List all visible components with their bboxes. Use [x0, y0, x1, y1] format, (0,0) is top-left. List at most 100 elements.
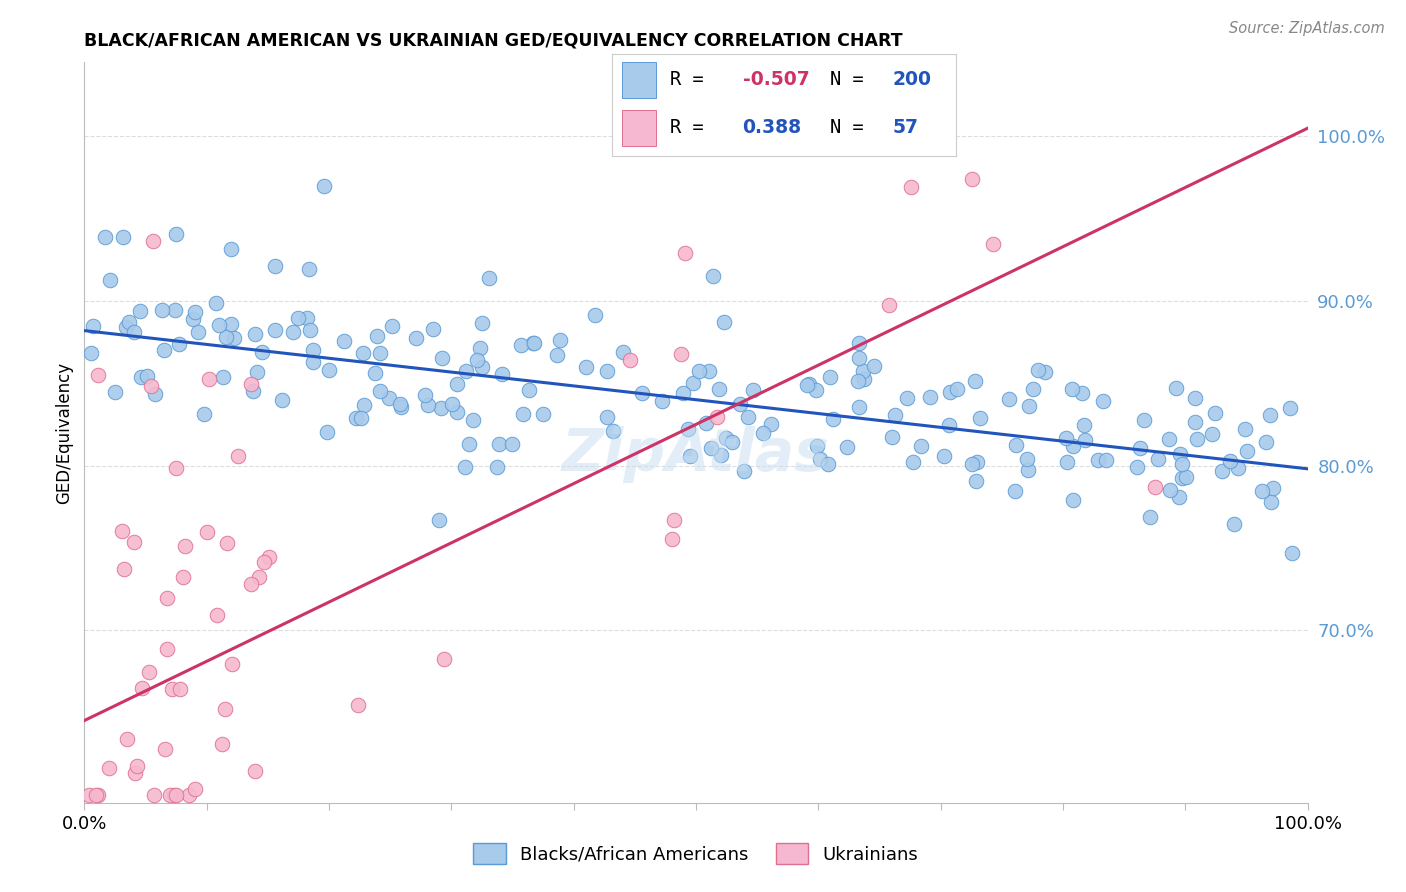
Point [946, 382, 969, 396]
Point [111, 524, 134, 538]
Point [93, 229, 115, 244]
Text: 200: 200 [893, 70, 931, 89]
Point [118, 314, 141, 328]
Point [145, 386, 167, 401]
Point [212, 370, 235, 384]
Point [142, 234, 165, 248]
Point [122, 325, 145, 339]
Point [896, 392, 918, 406]
Point [205, 607, 228, 622]
Point [1017, 452, 1039, 467]
Point [427, 513, 450, 527]
Point [1260, 408, 1282, 422]
Point [901, 455, 924, 469]
Text: ZipAtlas: ZipAtlas [562, 426, 830, 483]
Point [316, 425, 339, 440]
Point [1146, 451, 1168, 466]
Point [706, 409, 728, 424]
Point [150, 303, 173, 318]
Point [211, 737, 233, 751]
Point [852, 364, 875, 378]
Point [1219, 453, 1241, 467]
Point [115, 320, 138, 334]
Point [1170, 458, 1192, 472]
Point [962, 457, 984, 471]
Point [523, 336, 546, 351]
Point [960, 172, 983, 186]
Point [82, 319, 104, 334]
Point [707, 383, 730, 397]
Point [422, 321, 444, 335]
Point [486, 460, 509, 475]
Point [344, 411, 367, 425]
Point [1018, 399, 1040, 413]
Point [1174, 469, 1197, 483]
Point [709, 448, 731, 462]
Point [463, 413, 485, 427]
Point [488, 437, 510, 451]
Point [900, 179, 922, 194]
Point [596, 410, 619, 425]
Point [817, 457, 839, 471]
Point [208, 318, 231, 332]
Point [818, 370, 841, 384]
Point [174, 539, 197, 553]
Point [471, 316, 494, 330]
Point [1060, 382, 1083, 396]
Point [1159, 483, 1181, 497]
Point [673, 246, 696, 260]
Point [702, 269, 724, 284]
Point [429, 401, 451, 416]
Point [797, 376, 820, 391]
Point [910, 439, 932, 453]
Point [165, 227, 187, 242]
Point [370, 384, 392, 399]
Point [1167, 491, 1189, 505]
Bar [621, 62, 657, 97]
Point [662, 513, 685, 527]
Point [172, 570, 194, 584]
Point [1133, 413, 1156, 427]
Point [612, 345, 634, 359]
Point [678, 422, 700, 436]
Point [111, 230, 134, 244]
Point [1185, 432, 1208, 446]
Point [848, 335, 870, 350]
Point [697, 364, 720, 378]
Point [86, 368, 108, 382]
Text: -0.507: -0.507 [742, 70, 810, 89]
Point [195, 524, 218, 539]
Point [222, 330, 245, 344]
Point [378, 391, 401, 405]
Point [1261, 481, 1284, 495]
Point [1033, 365, 1056, 379]
Point [804, 383, 827, 397]
Point [1095, 453, 1118, 467]
Point [240, 576, 263, 591]
Point [127, 759, 149, 773]
Point [179, 788, 201, 802]
Point [183, 782, 205, 797]
Point [1201, 427, 1223, 442]
Point [219, 317, 242, 331]
Point [939, 385, 962, 400]
Point [153, 343, 176, 357]
Point [128, 303, 150, 318]
Point [969, 411, 991, 425]
Point [1279, 401, 1302, 415]
Point [1026, 363, 1049, 377]
Point [512, 407, 534, 421]
Point [997, 392, 1019, 407]
Point [86, 788, 108, 802]
Point [546, 348, 568, 362]
Point [877, 298, 900, 312]
Point [167, 337, 190, 351]
Point [221, 657, 243, 671]
Point [796, 377, 818, 392]
Point [737, 409, 759, 424]
Point [848, 351, 870, 365]
Point [491, 368, 513, 382]
Point [198, 371, 221, 385]
Point [1139, 510, 1161, 524]
Point [314, 178, 336, 193]
